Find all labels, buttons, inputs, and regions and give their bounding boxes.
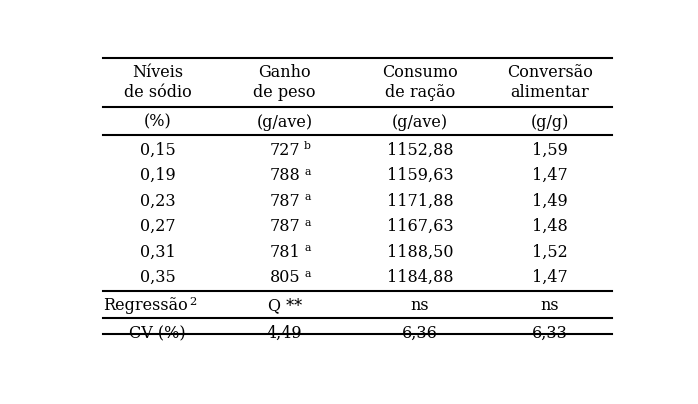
Text: 0,23: 0,23 <box>140 193 175 210</box>
Text: (g/ave): (g/ave) <box>257 114 313 131</box>
Text: 1,47: 1,47 <box>532 269 567 286</box>
Text: 727: 727 <box>269 142 300 159</box>
Text: 781: 781 <box>269 244 300 261</box>
Text: 6,33: 6,33 <box>532 325 567 342</box>
Text: a: a <box>304 269 311 279</box>
Text: (%): (%) <box>144 114 172 131</box>
Text: CV (%): CV (%) <box>129 325 186 342</box>
Text: b: b <box>304 141 311 151</box>
Text: a: a <box>304 218 311 228</box>
Text: 787: 787 <box>269 218 300 235</box>
Text: 1,49: 1,49 <box>532 193 567 210</box>
Text: 787: 787 <box>269 193 300 210</box>
Text: Consumo
de ração: Consumo de ração <box>382 64 458 101</box>
Text: a: a <box>304 192 311 202</box>
Text: Níveis
de sódio: Níveis de sódio <box>124 64 191 101</box>
Text: 0,27: 0,27 <box>140 218 175 235</box>
Text: ns: ns <box>540 297 559 314</box>
Text: 805: 805 <box>269 269 300 286</box>
Text: 1,48: 1,48 <box>532 218 567 235</box>
Text: 1,52: 1,52 <box>532 244 567 261</box>
Text: a: a <box>304 167 311 177</box>
Text: Regressão: Regressão <box>103 297 188 314</box>
Text: 1,59: 1,59 <box>532 142 567 159</box>
Text: 1159,63: 1159,63 <box>387 167 453 184</box>
Text: ns: ns <box>410 297 429 314</box>
Text: 1184,88: 1184,88 <box>387 269 453 286</box>
Text: 1171,88: 1171,88 <box>387 193 453 210</box>
Text: 1167,63: 1167,63 <box>387 218 453 235</box>
Text: 2: 2 <box>189 297 196 307</box>
Text: 1152,88: 1152,88 <box>387 142 453 159</box>
Text: 0,19: 0,19 <box>140 167 175 184</box>
Text: a: a <box>304 243 311 253</box>
Text: 788: 788 <box>269 167 300 184</box>
Text: 1,47: 1,47 <box>532 167 567 184</box>
Text: 0,15: 0,15 <box>140 142 175 159</box>
Text: (g/ave): (g/ave) <box>392 114 448 131</box>
Text: 4,49: 4,49 <box>267 325 302 342</box>
Text: 1188,50: 1188,50 <box>387 244 453 261</box>
Text: 0,35: 0,35 <box>140 269 175 286</box>
Text: (g/g): (g/g) <box>530 114 569 131</box>
Text: Q **: Q ** <box>267 297 302 314</box>
Text: Ganho
de peso: Ganho de peso <box>253 64 316 101</box>
Text: 0,31: 0,31 <box>140 244 175 261</box>
Text: Conversão
alimentar: Conversão alimentar <box>507 64 593 101</box>
Text: 6,36: 6,36 <box>402 325 438 342</box>
